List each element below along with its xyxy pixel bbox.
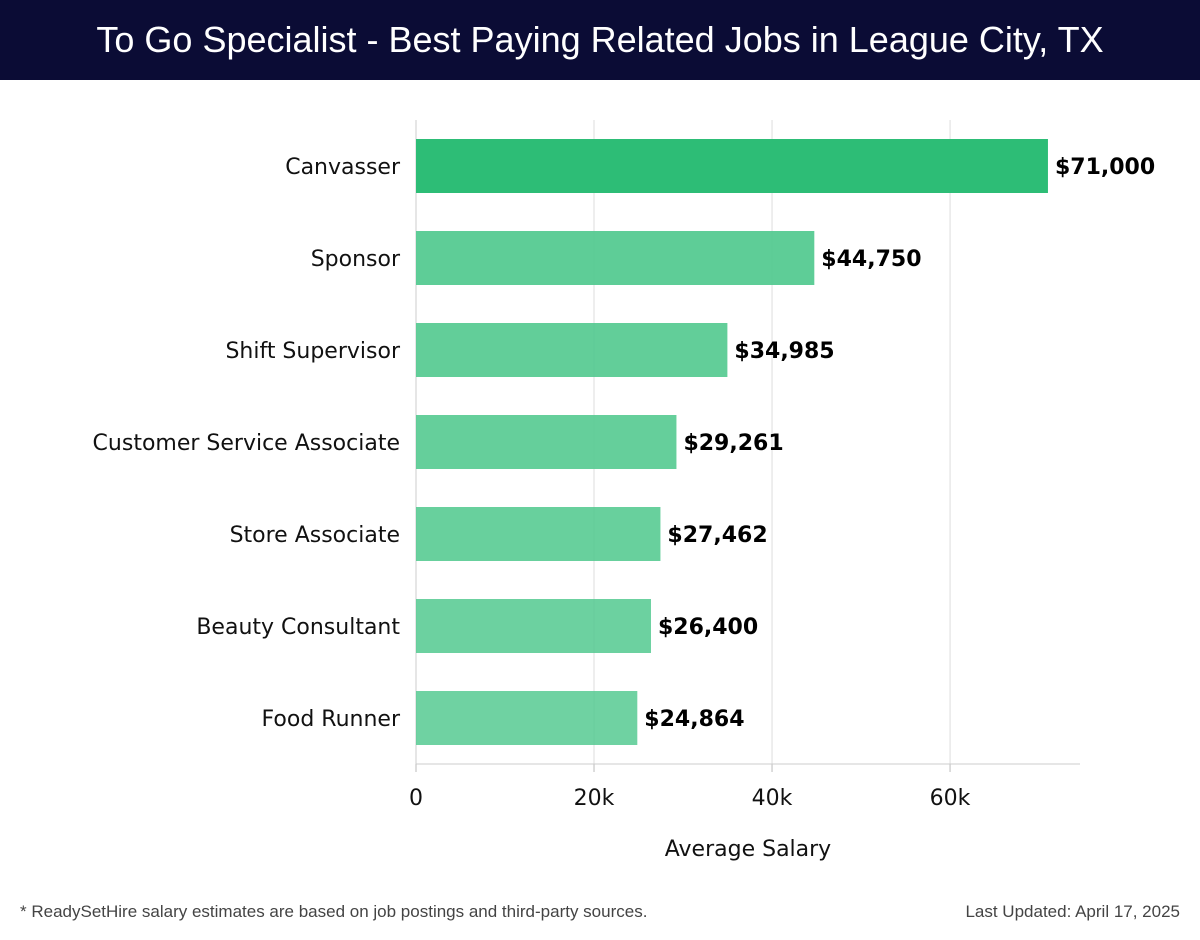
bar bbox=[416, 691, 638, 745]
bar-value-label: $34,985 bbox=[734, 339, 834, 364]
x-axis-title: Average Salary bbox=[665, 837, 831, 862]
bar-value-label: $71,000 bbox=[1055, 155, 1155, 180]
bar-value-label: $24,864 bbox=[644, 707, 744, 732]
bar-value-label: $26,400 bbox=[658, 615, 758, 640]
bar bbox=[416, 415, 677, 469]
last-updated: Last Updated: April 17, 2025 bbox=[965, 902, 1180, 921]
x-tick-label: 20k bbox=[574, 786, 615, 811]
y-category-label: Canvasser bbox=[285, 155, 401, 180]
footnote: * ReadySetHire salary estimates are base… bbox=[20, 902, 648, 921]
bar bbox=[416, 599, 651, 653]
chart-title-bar: To Go Specialist - Best Paying Related J… bbox=[0, 0, 1200, 80]
bar-chart: 0 20k 40k 60k Canvasser $71,000 Sponsor $44,750… bbox=[93, 120, 1155, 862]
bar bbox=[416, 507, 661, 561]
bar-value-label: $27,462 bbox=[667, 523, 767, 548]
chart-title: To Go Specialist - Best Paying Related J… bbox=[96, 19, 1104, 60]
x-tick-label: 0 bbox=[409, 786, 423, 811]
y-category-label: Customer Service Associate bbox=[93, 431, 400, 456]
x-tick-label: 60k bbox=[930, 786, 971, 811]
bar bbox=[416, 323, 728, 377]
y-category-label: Shift Supervisor bbox=[225, 339, 401, 364]
bar-value-label: $29,261 bbox=[683, 431, 783, 456]
y-category-label: Beauty Consultant bbox=[196, 615, 400, 640]
y-category-label: Sponsor bbox=[311, 247, 401, 272]
y-category-label: Food Runner bbox=[262, 707, 401, 732]
x-tick-label: 40k bbox=[752, 786, 793, 811]
bar bbox=[416, 139, 1048, 193]
y-category-label: Store Associate bbox=[230, 523, 400, 548]
bar-value-label: $44,750 bbox=[821, 247, 921, 272]
bar bbox=[416, 231, 815, 285]
